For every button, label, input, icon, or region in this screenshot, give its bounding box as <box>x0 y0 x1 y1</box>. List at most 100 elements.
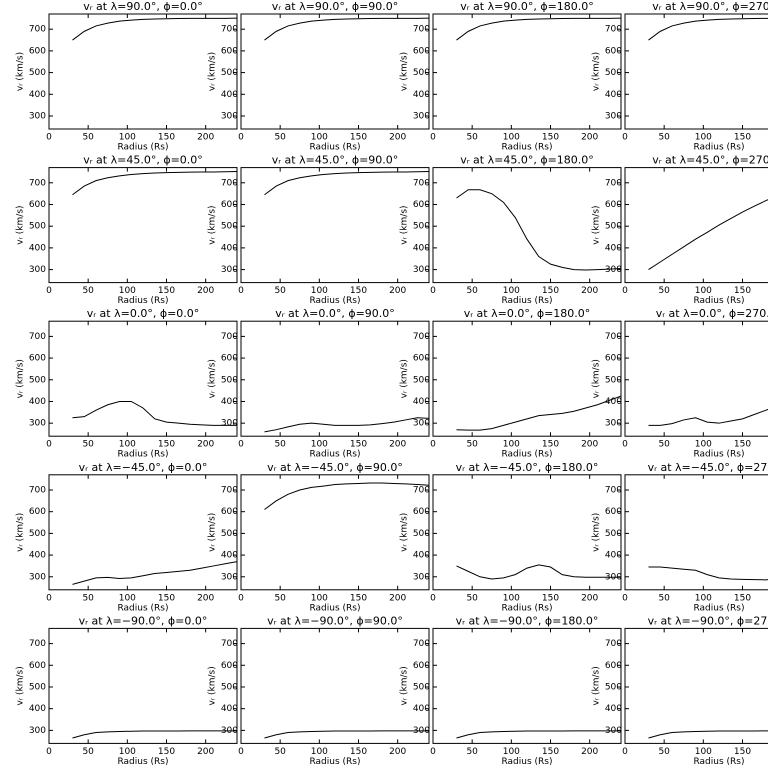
y-tick-label: 300 <box>29 111 46 121</box>
y-tick-label: 600 <box>29 507 46 517</box>
y-tick-label: 500 <box>221 682 238 692</box>
y-tick-label: 300 <box>413 111 430 121</box>
x-tick-label: 0 <box>46 286 52 296</box>
y-tick-label: 300 <box>605 419 622 429</box>
y-tick-label: 400 <box>221 704 238 714</box>
y-axis-label: vᵣ (km/s) <box>208 205 218 244</box>
plot-frame <box>432 167 622 284</box>
y-tick-label: 500 <box>29 529 46 539</box>
x-tick-label: 0 <box>430 440 436 450</box>
y-tick-label: 700 <box>605 485 622 495</box>
x-axis-label: Radius (Rs) <box>309 143 360 153</box>
panel: vᵣ at λ=45.0°, ϕ=90.0° 0 50 100 150 200 300 400… <box>208 154 430 306</box>
x-tick-label: 100 <box>311 133 328 143</box>
chart-title: vᵣ at λ=−45.0°, ϕ=90.0° <box>267 461 403 474</box>
x-tick-label: 50 <box>466 286 478 296</box>
chart-title: vᵣ at λ=−90.0°, ϕ=0.0° <box>79 614 208 627</box>
y-tick-label: 300 <box>29 726 46 736</box>
x-tick-label: 100 <box>503 747 520 757</box>
x-tick-label: 0 <box>46 133 52 143</box>
data-line <box>456 730 621 739</box>
y-tick-label: 600 <box>413 200 430 210</box>
x-tick-label: 200 <box>581 593 598 603</box>
x-tick-label: 100 <box>503 593 520 603</box>
y-tick-label: 300 <box>413 265 430 275</box>
y-axis-label: vᵣ (km/s) <box>400 205 410 244</box>
x-tick-label: 0 <box>622 133 628 143</box>
y-tick-label: 600 <box>221 200 238 210</box>
y-tick-label: 400 <box>29 397 46 407</box>
x-tick-label: 100 <box>311 593 328 603</box>
x-tick-label: 100 <box>119 593 136 603</box>
y-tick-label: 400 <box>605 243 622 253</box>
x-tick-label: 100 <box>119 286 136 296</box>
panel: vᵣ at λ=−45.0°, ϕ=180.0° 0 50 100 150 200 300 4… <box>400 461 622 613</box>
y-tick-label: 700 <box>29 178 46 188</box>
y-axis-label: vᵣ (km/s) <box>592 359 602 398</box>
y-tick-label: 400 <box>221 551 238 561</box>
x-tick-label: 50 <box>658 133 670 143</box>
y-axis-label: vᵣ (km/s) <box>400 52 410 91</box>
data-line <box>456 564 621 580</box>
plot-frame <box>48 320 238 437</box>
plot-frame <box>432 13 622 130</box>
x-tick-label: 0 <box>622 747 628 757</box>
panel: vᵣ at λ=−90.0°, ϕ=0.0° 0 50 100 150 200 300 400… <box>16 614 238 767</box>
x-tick-label: 50 <box>274 440 286 450</box>
y-tick-label: 700 <box>605 25 622 35</box>
y-axis-label: vᵣ (km/s) <box>16 205 26 244</box>
x-axis-label: Radius (Rs) <box>117 603 168 613</box>
x-tick-label: 200 <box>581 747 598 757</box>
x-axis-label: Radius (Rs) <box>501 296 552 306</box>
y-tick-label: 500 <box>221 222 238 232</box>
y-tick-label: 700 <box>221 332 238 342</box>
plot-frame <box>624 474 768 591</box>
y-axis-label: vᵣ (km/s) <box>208 666 218 705</box>
x-tick-label: 100 <box>503 286 520 296</box>
x-tick-label: 200 <box>197 593 214 603</box>
y-tick-label: 400 <box>29 90 46 100</box>
x-axis-label: Radius (Rs) <box>501 143 552 153</box>
data-line <box>456 189 622 271</box>
data-line <box>72 171 238 196</box>
x-tick-label: 0 <box>46 593 52 603</box>
panel: vᵣ at λ=−45.0°, ϕ=0.0° 0 50 100 150 200 300 400… <box>16 461 238 613</box>
y-tick-label: 600 <box>413 46 430 56</box>
x-tick-label: 50 <box>466 440 478 450</box>
data-line <box>648 566 768 581</box>
y-tick-label: 300 <box>413 726 430 736</box>
data-line <box>72 730 237 739</box>
chart-title: vᵣ at λ=0.0°, ϕ=90.0° <box>275 307 395 320</box>
x-tick-label: 0 <box>238 593 244 603</box>
panel: vᵣ at λ=−90.0°, ϕ=180.0° 0 50 100 150 200 300 4… <box>400 614 622 767</box>
x-tick-label: 50 <box>658 747 670 757</box>
x-tick-label: 200 <box>197 440 214 450</box>
chart-title: vᵣ at λ=45.0°, ϕ=270.0° <box>652 154 768 167</box>
x-tick-label: 200 <box>197 747 214 757</box>
y-tick-label: 300 <box>29 265 46 275</box>
chart-title: vᵣ at λ=−45.0°, ϕ=180.0° <box>456 461 599 474</box>
y-tick-label: 700 <box>221 178 238 188</box>
panel: vᵣ at λ=−45.0°, ϕ=90.0° 0 50 100 150 200 300 40… <box>208 461 430 613</box>
x-axis-label: Radius (Rs) <box>309 450 360 460</box>
y-tick-label: 700 <box>221 25 238 35</box>
chart-title: vᵣ at λ=−90.0°, ϕ=270.0° <box>648 614 768 627</box>
x-tick-label: 100 <box>503 133 520 143</box>
x-tick-label: 150 <box>734 593 751 603</box>
y-tick-label: 300 <box>605 265 622 275</box>
y-tick-label: 300 <box>221 111 238 121</box>
y-tick-label: 700 <box>413 485 430 495</box>
y-axis-label: vᵣ (km/s) <box>16 52 26 91</box>
x-axis-label: Radius (Rs) <box>693 143 744 153</box>
y-tick-label: 600 <box>413 354 430 364</box>
chart-title: vᵣ at λ=45.0°, ϕ=0.0° <box>83 154 203 167</box>
y-tick-label: 600 <box>221 661 238 671</box>
y-tick-label: 300 <box>29 419 46 429</box>
x-tick-label: 100 <box>695 440 712 450</box>
x-tick-label: 50 <box>274 286 286 296</box>
x-tick-label: 50 <box>82 747 94 757</box>
y-axis-label: vᵣ (km/s) <box>592 666 602 705</box>
panel: vᵣ at λ=90.0°, ϕ=90.0° 0 50 100 150 200 300 400… <box>208 0 430 153</box>
chart-title: vᵣ at λ=45.0°, ϕ=180.0° <box>460 154 594 167</box>
y-tick-label: 700 <box>413 25 430 35</box>
